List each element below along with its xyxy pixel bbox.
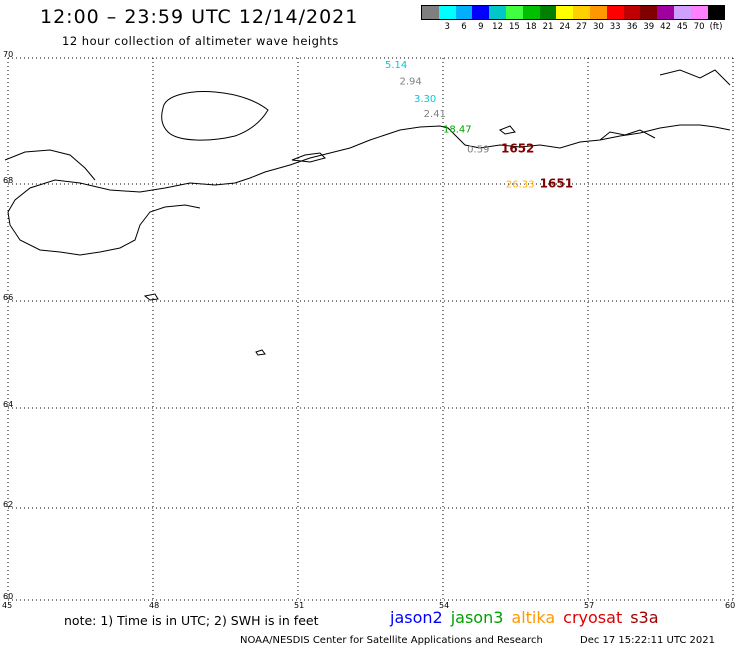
legend-swatch <box>472 6 490 19</box>
map-title: 12:00 – 23:59 UTC 12/14/2021 <box>40 6 359 28</box>
coast-north-west <box>4 149 96 181</box>
latitude-label: 62 <box>3 500 13 509</box>
legend-label: 33 <box>609 22 621 32</box>
footer-note: note: 1) Time is in UTC; 2) SWH is in fe… <box>64 613 319 628</box>
legend-swatch <box>455 6 473 19</box>
longitude-label: 60 <box>725 601 735 610</box>
wave-height-observation: 5.14 <box>385 60 407 71</box>
legend-label: 12 <box>492 22 504 32</box>
latitude-label: 68 <box>3 176 13 185</box>
satellite-name: s3a <box>630 608 659 627</box>
legend-label: 36 <box>626 22 638 32</box>
coastline <box>4 69 731 356</box>
legend-swatch <box>489 6 506 19</box>
island-small-2 <box>143 293 159 301</box>
coast-mainland <box>7 124 731 213</box>
satellite-name: jason3 <box>450 608 504 627</box>
wave-height-observation: 1652 <box>501 142 534 156</box>
wave-height-observation: 18.47 <box>443 124 472 135</box>
legend-swatch <box>556 6 574 19</box>
satellite-name: cryosat <box>563 608 623 627</box>
legend-swatch <box>657 6 674 19</box>
legend-label: 24 <box>559 22 571 32</box>
legend-label: 45 <box>676 22 688 32</box>
island-small-1 <box>291 152 326 163</box>
legend-swatch <box>673 6 691 19</box>
coast-east-bays <box>599 129 656 141</box>
legend-label: 18 <box>525 22 537 32</box>
legend-label: 30 <box>592 22 604 32</box>
legend-swatch <box>589 6 607 19</box>
kolguev-island <box>161 91 269 141</box>
legend-label: 3 <box>444 22 450 32</box>
wave-height-observation: 3.30 <box>414 94 436 105</box>
legend-swatch <box>573 6 590 19</box>
legend-label: 9 <box>478 22 484 32</box>
wave-height-observation: 2.41 <box>424 109 446 120</box>
longitude-label: 51 <box>294 601 304 610</box>
longitude-label: 45 <box>2 601 12 610</box>
satellite-list: jason2 jason3 altika cryosat s3a <box>390 608 667 627</box>
legend-label: 42 <box>660 22 672 32</box>
wave-height-observation: 1651 <box>540 177 573 191</box>
legend-label: 70 <box>693 22 705 32</box>
legend-swatch <box>690 6 708 19</box>
coast-northeast <box>659 69 731 86</box>
legend-label: 15 <box>508 22 520 32</box>
legend-label: 27 <box>576 22 588 32</box>
island-small-4 <box>499 125 516 135</box>
longitude-label: 48 <box>149 601 159 610</box>
legend-swatch <box>522 6 540 19</box>
legend-label: 21 <box>542 22 554 32</box>
latitude-label: 60 <box>3 592 13 601</box>
legend-label: 6 <box>461 22 467 32</box>
wave-height-observation: 26.33 <box>506 180 535 191</box>
legend-swatch <box>606 6 624 19</box>
satellite-name: jason2 <box>390 608 443 627</box>
graticule <box>7 57 734 601</box>
legend-swatch <box>623 6 641 19</box>
latitude-label: 70 <box>3 50 13 59</box>
longitude-label: 54 <box>439 601 449 610</box>
legend-swatches <box>421 5 726 20</box>
legend-swatch <box>505 6 523 19</box>
legend-swatch <box>707 6 725 19</box>
legend-swatch <box>539 6 557 19</box>
coast-west-bay <box>7 204 201 256</box>
legend-label: (ft) <box>709 22 723 32</box>
legend-swatch <box>640 6 658 19</box>
legend-label: 39 <box>643 22 655 32</box>
map-subtitle: 12 hour collection of altimeter wave hei… <box>62 34 339 48</box>
wave-height-observation: 0.59 <box>467 145 489 156</box>
wave-height-legend: 3 6 9 12 15 18 21 24 27 30 33 36 39 42 45 70 (ft) <box>421 5 726 34</box>
legend-swatch <box>438 6 456 19</box>
longitude-label: 57 <box>584 601 594 610</box>
latitude-label: 64 <box>3 400 13 409</box>
legend-labels: 3 6 9 12 15 18 21 24 27 30 33 36 39 42 45 70 (ft) <box>421 20 725 34</box>
legend-swatch <box>422 6 439 19</box>
satellite-name: altika <box>511 608 556 627</box>
timestamp-text: Dec 17 15:22:11 UTC 2021 <box>580 635 715 646</box>
island-small-3 <box>255 349 266 356</box>
wave-height-observation: 2.94 <box>400 76 422 87</box>
credit-text: NOAA/NESDIS Center for Satellite Applica… <box>240 635 543 646</box>
latitude-label: 66 <box>3 293 13 302</box>
